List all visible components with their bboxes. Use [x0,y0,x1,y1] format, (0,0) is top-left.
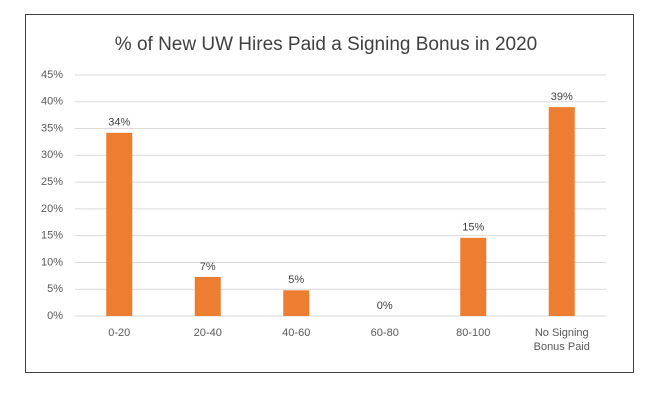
data-label: 15% [462,222,484,234]
x-tick-label-box: No Signing Bonus Paid [533,327,590,353]
data-label: 5% [288,274,304,286]
x-tick-label-box: 0-20 [108,327,131,339]
y-tick-label: 0% [47,310,63,322]
bar [194,276,221,316]
y-tick-label: 40% [41,96,63,108]
y-tick-label: 10% [41,256,63,268]
x-tick-label-box: 20-40 [193,327,222,339]
bar [460,237,487,316]
x-tick-label: 0-20 [108,327,131,339]
x-tick-label: No Signing Bonus Paid [533,327,590,353]
data-label: 7% [200,261,216,273]
data-label: 39% [551,91,573,103]
data-label: 0% [377,300,393,312]
x-tick-label: 60-80 [370,327,399,339]
x-tick-label: 40-60 [282,327,311,339]
y-tick-label: 25% [41,176,63,188]
data-label: 34% [108,117,130,129]
x-tick-label-box: 40-60 [282,327,311,339]
x-tick-label-box: 80-100 [456,327,491,339]
bar [106,132,133,316]
y-tick-label: 30% [41,149,63,161]
chart-title: % of New UW Hires Paid a Signing Bonus i… [115,34,537,55]
y-tick-label: 35% [41,122,63,134]
bar [283,290,310,316]
y-tick-label: 20% [41,203,63,215]
x-tick-label-box: 60-80 [370,327,399,339]
bar [548,107,575,316]
y-tick-label: 45% [41,69,63,81]
x-tick-label: 20-40 [193,327,222,339]
x-tick-label: 80-100 [456,327,491,339]
y-tick-label: 15% [41,230,63,242]
y-tick-label: 5% [47,283,63,295]
